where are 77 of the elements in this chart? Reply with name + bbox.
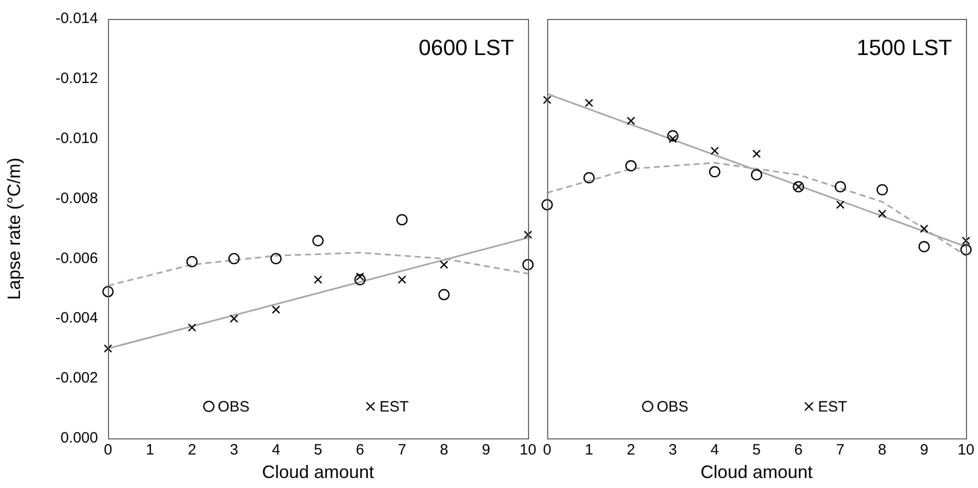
point <box>314 275 322 284</box>
legend-label: OBS <box>656 398 688 416</box>
point <box>104 344 112 353</box>
point <box>230 314 238 323</box>
point <box>960 244 972 256</box>
y-axis-title: Lapse rate (°C/m) <box>4 158 24 300</box>
point <box>626 116 636 126</box>
y-tick-label: -0.004 <box>55 310 98 327</box>
legend-label: EST <box>818 398 848 416</box>
point <box>709 166 720 178</box>
x-tick-label: 7 <box>836 442 845 459</box>
x-axis-title: Cloud amount <box>700 462 813 482</box>
point <box>524 230 532 239</box>
point <box>667 130 678 142</box>
y-tick-label: -0.010 <box>55 130 98 147</box>
x-tick-label: 1 <box>584 442 594 459</box>
point <box>356 272 364 281</box>
x-tick-label: 0 <box>543 442 552 459</box>
point <box>876 184 888 196</box>
x-tick-label: 4 <box>710 442 719 459</box>
point <box>878 210 886 218</box>
y-tick-label: 0.000 <box>60 430 98 447</box>
legend-label: OBS <box>218 398 250 416</box>
point <box>542 96 552 104</box>
point <box>270 253 282 264</box>
y-tick-label: -0.008 <box>55 190 98 207</box>
x-tick-label: 2 <box>626 442 636 459</box>
x-tick-label: 1 <box>146 442 154 459</box>
point <box>396 214 408 226</box>
point <box>440 260 448 269</box>
point <box>752 150 761 158</box>
point <box>920 224 928 233</box>
legend-label: EST <box>380 398 409 416</box>
x-tick-label: 8 <box>878 442 886 459</box>
point <box>962 236 970 245</box>
x-tick-label: 3 <box>668 442 677 459</box>
annotation: 1500 LST <box>856 35 952 60</box>
point <box>438 288 450 300</box>
x-axis-title: Cloud amount <box>262 462 374 482</box>
point <box>228 253 240 264</box>
point <box>834 181 846 192</box>
x-tick-label: 3 <box>230 442 238 459</box>
x-tick-label: 6 <box>794 442 803 459</box>
point <box>272 305 280 314</box>
y-tick-label: -0.002 <box>55 370 98 387</box>
point <box>584 98 594 108</box>
point <box>398 275 406 284</box>
x-tick-label: 5 <box>314 442 322 459</box>
x-tick-label: 6 <box>356 442 364 459</box>
point <box>312 235 324 246</box>
point <box>583 172 595 184</box>
y-tick-label: -0.012 <box>55 70 98 88</box>
x-tick-label: 9 <box>920 442 928 459</box>
x-tick-label: 0 <box>104 442 112 459</box>
point <box>188 323 196 332</box>
point <box>102 286 114 298</box>
point <box>186 256 198 268</box>
x-tick-label: 10 <box>958 442 974 459</box>
point <box>918 241 930 252</box>
point <box>625 160 637 172</box>
point <box>750 169 762 180</box>
x-tick-label: 10 <box>520 442 536 459</box>
x-tick-label: 2 <box>188 442 196 459</box>
x-tick-label: 7 <box>398 442 406 459</box>
annotation: 0600 LST <box>418 35 514 60</box>
x-tick-label: 9 <box>482 442 490 459</box>
point <box>836 200 845 209</box>
point <box>710 146 719 155</box>
y-tick-label: -0.014 <box>55 10 98 28</box>
y-tick-label: -0.006 <box>55 250 98 267</box>
x-tick-label: 8 <box>440 442 448 459</box>
point <box>354 274 366 286</box>
point <box>542 199 553 210</box>
point <box>522 259 534 270</box>
x-tick-label: 4 <box>272 442 280 459</box>
x-tick-label: 5 <box>752 442 761 459</box>
point <box>668 134 678 144</box>
